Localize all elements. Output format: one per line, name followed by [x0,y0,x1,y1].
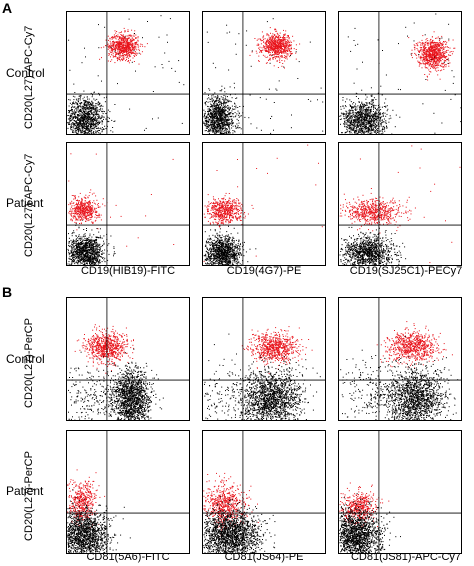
row-label-a-control: Control [6,66,45,80]
x-axis-label-a-2: CD19(4G7)-PE [202,265,326,277]
black-event-cluster [204,333,285,421]
scatter-plot-b-r1-c1 [66,297,190,421]
black-event-cluster [203,224,257,266]
scatter-plot-b-r2-c3 [338,430,462,554]
black-event-cluster [217,356,321,421]
red-event-cluster [376,321,453,369]
row-label-b-patient: Patient [6,484,43,498]
scatter-plot-b-r1-c2 [202,297,326,421]
plot-frame [66,297,190,421]
x-axis-label-a-3: CD19(SJ25C1)-PECy7 [338,265,474,277]
x-axis-label-b-1: CD81(5A6)-FITC [66,551,190,563]
black-event-cluster [67,219,116,266]
red-event-cluster [68,153,175,247]
x-axis-label-b-3: CD81(JS81)-APC-Cy7 [338,551,474,563]
row-label-a-patient: Patient [6,196,43,210]
black-event-cluster [203,85,251,135]
red-event-cluster [203,144,323,262]
black-event-cluster [203,496,276,554]
red-event-cluster [68,189,108,231]
red-event-cluster [339,192,416,234]
red-event-cluster [249,27,301,69]
black-event-cluster [96,348,164,421]
panel-letter-a: A [2,0,12,16]
x-axis-label-b-2: CD81(JS64)-PE [202,551,326,563]
scatter-plot-b-r2-c1 [66,430,190,554]
red-event-cluster [74,324,135,374]
black-event-cluster [362,335,459,421]
red-event-cluster [99,27,148,65]
black-event-cluster [340,349,426,421]
red-event-cluster [357,145,461,264]
red-event-cluster [408,31,456,81]
scatter-plot-a-r1-c1 [66,11,190,135]
black-event-cluster [67,80,116,135]
scatter-plot-a-r2-c1 [66,142,190,266]
red-event-cluster [203,193,254,227]
row-label-b-control: Control [6,352,45,366]
black-event-cluster [339,226,407,266]
black-event-cluster [67,15,185,132]
black-event-cluster [339,493,401,554]
panel-letter-b: B [2,284,12,300]
scatter-plot-a-r2-c3 [338,142,462,266]
scatter-plot-a-r1-c3 [338,11,462,135]
red-event-cluster [241,326,313,374]
plot-frame [338,297,462,421]
black-event-cluster [67,489,131,554]
scatter-plot-b-r1-c3 [338,297,462,421]
black-event-cluster [68,351,140,421]
scatter-plot-b-r2-c2 [202,430,326,554]
black-event-cluster [339,87,401,135]
scatter-plot-a-r2-c2 [202,142,326,266]
black-event-cluster [206,18,324,134]
x-axis-label-a-1: CD19(HIB19)-FITC [66,265,190,277]
scatter-plot-a-r1-c2 [202,11,326,135]
